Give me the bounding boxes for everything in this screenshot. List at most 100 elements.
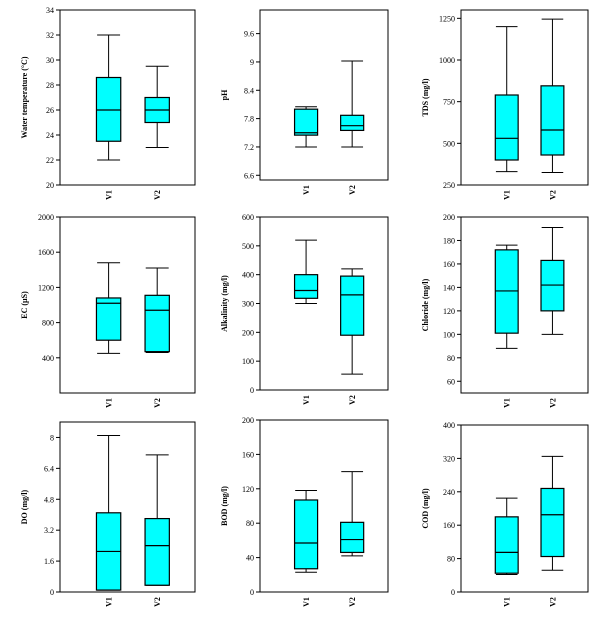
chart-panel-5: 0 100 200 300 400 500 600 Alkalinity (mg/l) V1 V2 <box>220 213 389 405</box>
box-v1: V1 <box>293 490 319 607</box>
y-tick-label: 300 <box>242 300 254 309</box>
iqr-box <box>144 517 170 586</box>
category-label: V2 <box>348 395 357 405</box>
y-tick-label: 0 <box>451 588 455 597</box>
iqr-box <box>95 297 122 341</box>
y-tick-label: 180 <box>443 236 455 245</box>
y-tick-label: 400 <box>42 354 54 363</box>
y-tick-label: 1600 <box>38 248 54 257</box>
category-label: V1 <box>105 398 114 408</box>
y-tick-label: 320 <box>443 454 455 463</box>
y-tick-label: 4.8 <box>44 495 54 504</box>
box-v1: V1 <box>95 262 122 408</box>
category-label: V1 <box>302 597 311 607</box>
y-tick-label: 32 <box>46 31 54 40</box>
category-label: V1 <box>302 395 311 405</box>
iqr-box <box>540 85 565 156</box>
chart-panel-7: 0 1.6 3.2 4.8 6.4 8 DO (mg/l) V1 V2 <box>20 421 196 607</box>
y-axis-title: COD (mg/l) <box>421 488 430 529</box>
category-label: V1 <box>105 597 114 607</box>
chart-panel-3: 250 500 750 1000 1250 TDS (mg/l) V1 V2 <box>421 9 589 200</box>
y-tick-label: 120 <box>443 307 455 316</box>
y-tick-label: 750 <box>443 98 455 107</box>
plot-frame <box>460 424 589 593</box>
box-v1: V1 <box>494 26 519 200</box>
category-label: V1 <box>503 190 512 200</box>
y-axis-title: DO (mg/l) <box>20 489 29 524</box>
box-v1: V1 <box>293 239 319 405</box>
box-v1: V1 <box>293 106 319 195</box>
y-tick-label: 400 <box>443 421 455 430</box>
plot-frame <box>259 216 389 391</box>
y-tick-label: 9 <box>250 58 254 67</box>
y-tick-label: 8 <box>50 433 54 442</box>
y-tick-label: 240 <box>443 488 455 497</box>
box-v2: V2 <box>340 471 365 607</box>
y-tick-label: 80 <box>447 555 455 564</box>
category-label: V2 <box>153 190 162 200</box>
y-axis-title: Water temperature (°C) <box>20 56 29 138</box>
y-tick-label: 160 <box>242 450 254 459</box>
box-v2: V2 <box>540 18 565 200</box>
iqr-box <box>293 499 319 570</box>
iqr-box <box>95 76 122 142</box>
iqr-box <box>494 516 519 574</box>
box-v2: V2 <box>540 455 565 607</box>
y-axis-title: BOD (mg/l) <box>220 486 229 526</box>
y-axis-title: Alkalinity (mg/l) <box>220 275 229 332</box>
chart-panel-6: 60 80 100 120 140 160 180 200 Chloride (mg/l) V1 V… <box>421 213 589 408</box>
plot-frame <box>259 9 389 181</box>
y-tick-label: 160 <box>443 260 455 269</box>
y-tick-label: 1.6 <box>44 557 54 566</box>
box-v2: V2 <box>144 267 170 408</box>
y-tick-label: 1200 <box>38 283 54 292</box>
category-label: V1 <box>105 190 114 200</box>
iqr-box <box>340 114 365 132</box>
y-tick-label: 80 <box>246 519 254 528</box>
y-tick-label: 160 <box>443 521 455 530</box>
plot-frame <box>59 216 196 394</box>
category-label: V2 <box>548 398 557 408</box>
category-label: V2 <box>153 597 162 607</box>
y-tick-label: 6.4 <box>44 464 54 473</box>
box-v2: V2 <box>540 227 565 408</box>
y-tick-label: 60 <box>447 377 455 386</box>
y-tick-label: 0 <box>250 588 254 597</box>
box-v1: V1 <box>494 497 519 607</box>
y-tick-label: 2000 <box>38 213 54 222</box>
iqr-box <box>540 487 565 558</box>
y-axis-title: Chloride (mg/l) <box>421 278 430 331</box>
iqr-box <box>293 274 319 299</box>
y-tick-label: 500 <box>242 242 254 251</box>
y-tick-label: 250 <box>443 181 455 190</box>
y-tick-label: 26 <box>46 106 54 115</box>
y-axis-title: pH <box>220 89 229 100</box>
y-tick-label: 400 <box>242 271 254 280</box>
y-tick-label: 800 <box>42 319 54 328</box>
plot-frame <box>460 9 589 186</box>
y-tick-label: 200 <box>242 328 254 337</box>
category-label: V2 <box>348 185 357 195</box>
box-v2: V2 <box>340 60 365 195</box>
y-tick-label: 0 <box>50 588 54 597</box>
plot-frame <box>59 421 196 593</box>
y-tick-label: 120 <box>242 485 254 494</box>
y-tick-label: 3.2 <box>44 526 54 535</box>
y-tick-label: 7.8 <box>244 115 254 124</box>
box-v1: V1 <box>95 34 122 200</box>
y-tick-label: 600 <box>242 213 254 222</box>
y-axis-title: TDS (mg/l) <box>421 78 430 116</box>
iqr-box <box>340 521 365 554</box>
box-v2: V2 <box>144 454 170 607</box>
iqr-box <box>293 108 319 136</box>
chart-panel-9: 0 80 160 240 320 400 COD (mg/l) V1 V2 <box>421 421 589 607</box>
category-label: V2 <box>548 190 557 200</box>
y-tick-label: 100 <box>443 330 455 339</box>
y-tick-label: 24 <box>46 131 54 140</box>
box-v1: V1 <box>95 435 122 607</box>
category-label: V1 <box>302 185 311 195</box>
iqr-box <box>144 294 170 353</box>
plot-frame <box>59 9 196 186</box>
plot-frame <box>460 216 589 394</box>
